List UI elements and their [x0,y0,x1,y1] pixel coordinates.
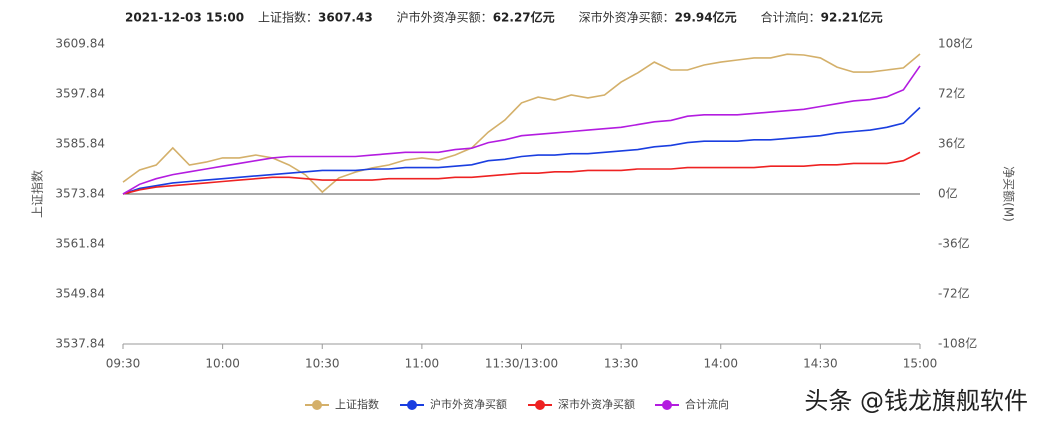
series-line [122,53,921,194]
legend-label: 合计流向 [685,397,729,411]
y2-tick-label: -108亿 [938,336,977,351]
legend-label: 深市外资净买额 [558,397,635,411]
y2-tick-label: -36亿 [938,236,970,251]
watermark: 头条 @钱龙旗舰软件 [804,387,1028,415]
y2-tick-label: 36亿 [938,136,965,151]
y-tick-label: 3537.84 [55,337,105,351]
info-value: 29.94亿元 [675,10,737,25]
legend-marker [312,400,322,410]
x-tick-label: 11:00 [405,357,440,371]
y-tick-label: 3585.84 [55,137,105,151]
y2-axis-title: 净买额(M) [1002,166,1016,222]
info-label: 合计流向： [761,10,821,25]
legend-marker [535,400,545,410]
y-tick-label: 3573.84 [55,187,105,201]
x-tick-label: 15:00 [903,357,938,371]
legend-label: 上证指数 [335,397,379,411]
info-label: 上证指数： [258,10,318,25]
y2-tick-label: 0亿 [938,186,958,201]
legend-marker [662,400,672,410]
y-tick-label: 3597.84 [55,87,105,101]
x-tick-label: 09:30 [106,357,141,371]
y-axis-title: 上证指数 [30,170,45,218]
y2-tick-label: 108亿 [938,36,973,51]
datetime: 2021-12-03 15:00 [125,11,244,25]
info-label: 沪市外资净买额： [397,10,493,25]
legend-marker [407,400,417,410]
x-tick-label: 10:30 [305,357,340,371]
legend-label: 沪市外资净买额 [430,397,507,411]
info-value: 62.27亿元 [493,10,555,25]
y-tick-label: 3561.84 [55,237,105,251]
info-label: 深市外资净买额： [579,10,675,25]
x-tick-label: 11:30/13:00 [485,357,558,371]
x-tick-label: 13:30 [604,357,639,371]
y-tick-label: 3549.84 [55,287,105,301]
y2-tick-label: -72亿 [938,286,970,301]
x-tick-label: 14:00 [703,357,738,371]
info-value: 92.21亿元 [821,10,883,25]
y2-tick-label: 72亿 [938,86,965,101]
info-value: 3607.43 [318,11,373,25]
x-tick-label: 10:00 [205,357,240,371]
series-line [122,151,921,195]
series-line [122,65,921,195]
x-tick-label: 14:30 [803,357,838,371]
series-line [122,106,921,195]
y-tick-label: 3609.84 [55,37,105,51]
